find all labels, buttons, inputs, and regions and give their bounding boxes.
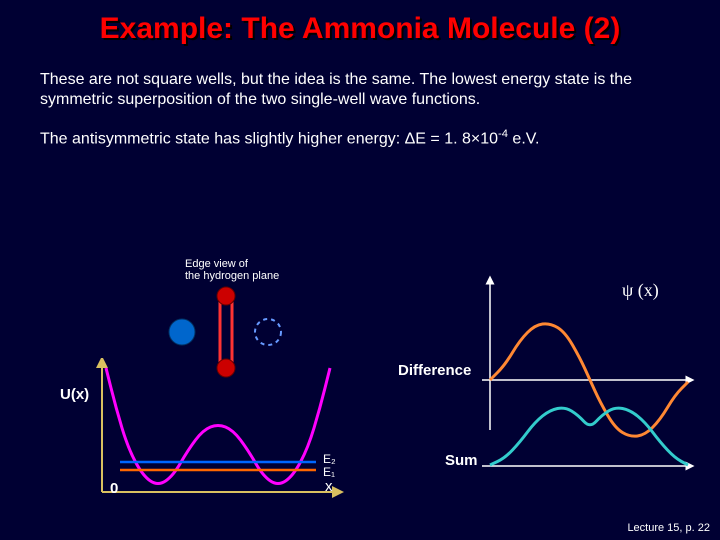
wavefunction-chart bbox=[470, 270, 700, 480]
caption-edge-view: Edge view of the hydrogen plane bbox=[185, 258, 279, 282]
label-difference: Difference bbox=[398, 362, 471, 379]
label-U-of-x: U(x) bbox=[60, 386, 89, 403]
para2-equation: ΔE = 1. 8×10 bbox=[405, 130, 498, 147]
label-E2: E₂ bbox=[323, 452, 336, 466]
label-zero: 0 bbox=[110, 480, 118, 497]
potential-well-chart bbox=[88, 358, 358, 508]
para2-prefix: The antisymmetric state has slightly hig… bbox=[40, 130, 405, 147]
slide-title: Example: The Ammonia Molecule (2) bbox=[0, 0, 720, 46]
footer-lecture-page: Lecture 15, p. 22 bbox=[627, 522, 710, 534]
paragraph-2: The antisymmetric state has slightly hig… bbox=[40, 128, 680, 148]
label-x-axis: x bbox=[325, 478, 333, 495]
label-E1: E₁ bbox=[323, 465, 335, 479]
label-psi: ψ (x) bbox=[622, 280, 659, 301]
label-sum: Sum bbox=[445, 452, 478, 469]
paragraph-1: These are not square wells, but the idea… bbox=[40, 70, 680, 110]
para2-suffix: e.V. bbox=[508, 130, 539, 147]
para2-exponent: -4 bbox=[498, 128, 508, 140]
